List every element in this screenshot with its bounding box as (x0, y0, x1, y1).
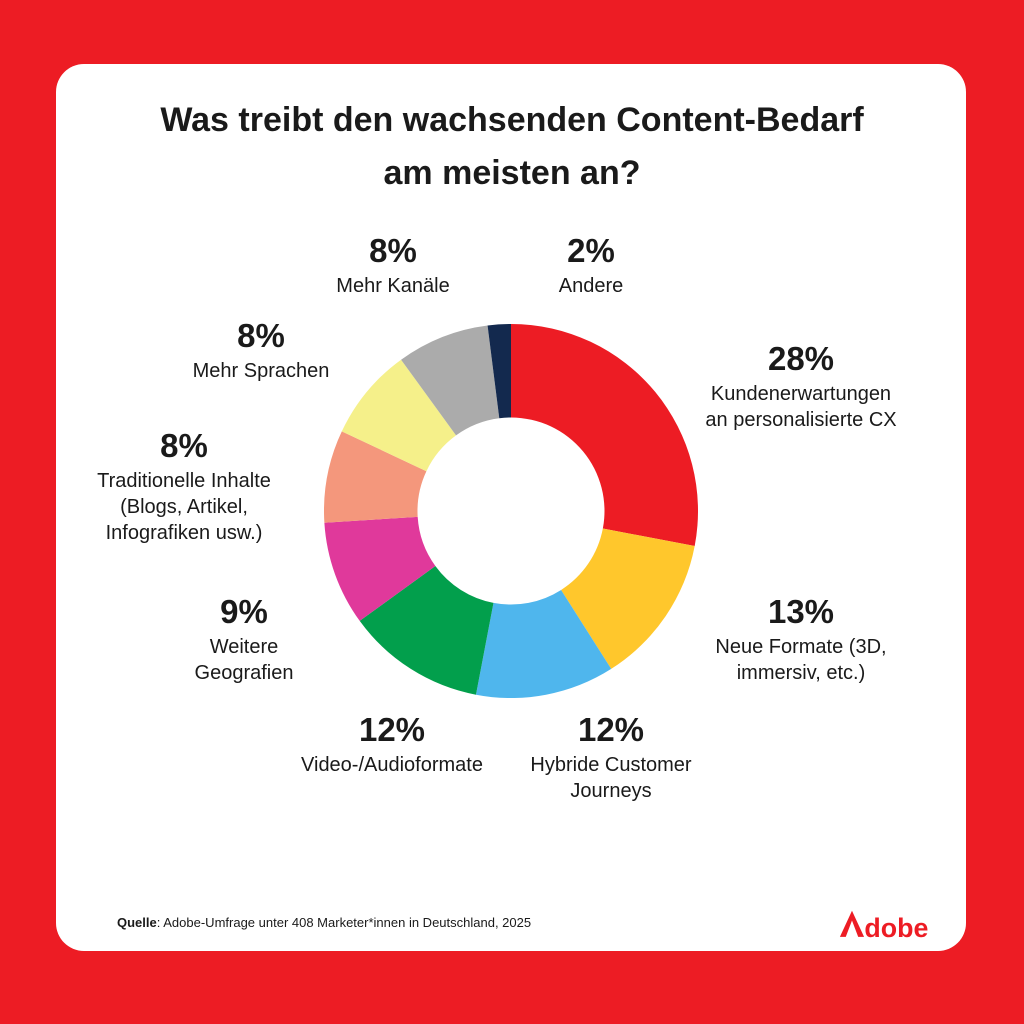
svg-text:dobe: dobe (864, 913, 928, 941)
